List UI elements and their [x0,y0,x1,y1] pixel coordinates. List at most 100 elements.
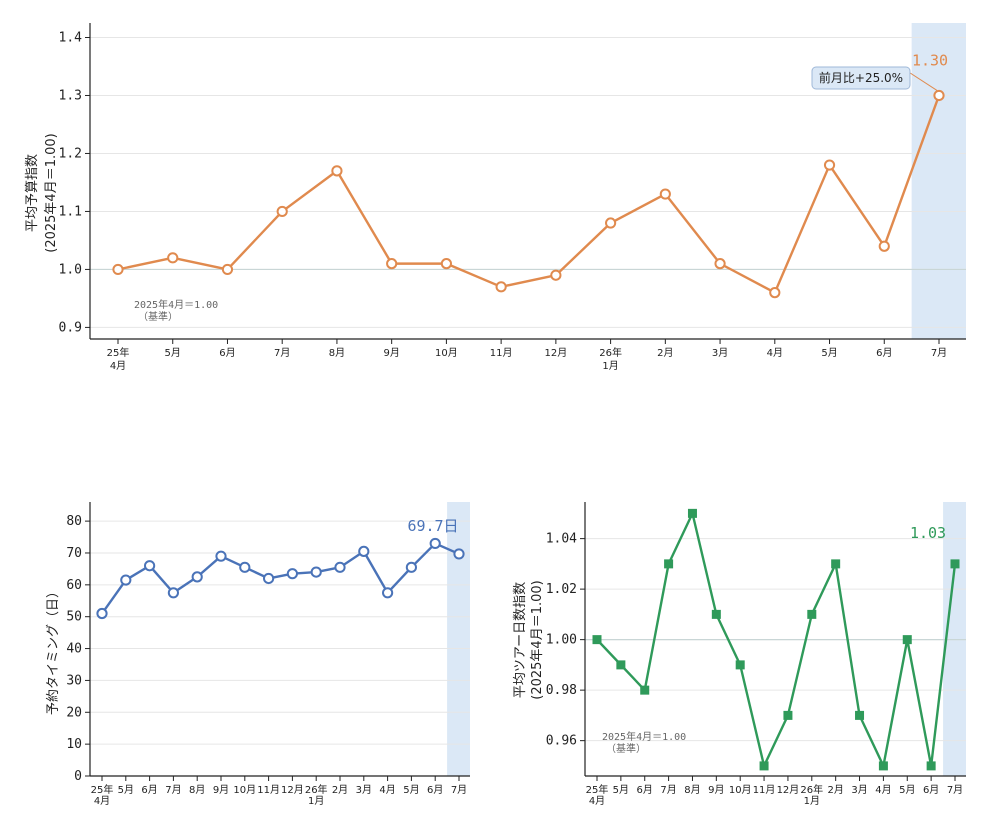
y-tick-label: 40 [66,642,82,657]
data-point [386,258,398,270]
data-point [331,165,343,177]
y-tick-label: 0.96 [546,734,577,749]
data-point [239,561,251,573]
data-point [926,761,936,771]
data-point [191,571,203,583]
data-point [769,287,781,299]
x-tick-label: 5月 [165,347,181,359]
x-tick-label: 5月 [403,784,419,796]
y-tick-label: 1.1 [59,204,82,219]
x-tick-label: 4月 [875,784,891,796]
x-tick-label: 25年 [91,783,114,796]
data-point [592,635,602,645]
data-point [878,761,888,771]
x-tick-label: 4月 [767,347,783,359]
x-tick-label: 2月 [657,347,673,359]
y-tick-label: 1.4 [59,30,83,45]
x-tick-label: 3月 [851,784,867,796]
data-point [405,561,417,573]
x-tick-label: 6月 [427,784,443,796]
data-point [221,263,234,276]
y-tick-label: 20 [66,705,82,720]
data-point [429,537,441,550]
x-tick-label: 26年 [305,783,328,796]
data-point [167,587,179,599]
data-point [616,660,626,670]
data-point [640,685,650,695]
data-point [96,607,108,620]
y-tick-label: 1.00 [546,633,577,648]
x-tick-label: 12月 [777,784,800,796]
last-value-label: 69.7日 [407,517,458,535]
x-tick-label: 25年 [586,783,609,796]
data-point [783,710,793,720]
x-tick-label: 5月 [821,347,837,359]
data-point [120,574,132,586]
x-tick-label: 26年 [599,346,622,359]
data-point [605,217,617,229]
data-point [550,269,562,281]
highlight-band [943,502,966,776]
data-point [440,258,452,270]
y-tick-label: 1.02 [546,582,577,597]
x-tick-label: 6月 [637,784,653,796]
x-tick-label: 7月 [660,784,676,796]
data-point [831,559,841,569]
x-tick-label: 2月 [332,784,348,796]
x-tick-label: 12月 [281,784,304,796]
baseline-note: （基準） [138,310,178,323]
data-point [933,89,945,102]
x-tick-label: 4月 [94,795,110,807]
x-tick-label: 1月 [602,360,618,372]
x-tick-label: 7月 [451,784,467,796]
data-point [759,761,769,771]
data-point [687,508,697,518]
y-tick-label: 0.9 [59,320,82,335]
data-point [495,281,507,293]
x-tick-label: 10月 [233,784,256,796]
data-point [334,561,346,573]
y-tick-label: 30 [66,673,82,688]
y-axis-label: (2025年4月＝1.00) [530,580,545,699]
x-tick-label: 2月 [827,784,843,796]
x-tick-label: 9月 [383,347,399,359]
y-tick-label: 1.04 [546,532,577,547]
highlight-band [911,23,966,339]
x-tick-label: 7月 [165,784,181,796]
y-tick-label: 1.2 [59,146,82,161]
last-value-label: 1.30 [912,51,948,69]
y-tick-label: 10 [66,737,82,752]
baseline-note: 2025年4月＝1.00 [602,730,686,743]
data-point [112,263,124,276]
callout-box [811,66,911,90]
last-value-label: 1.03 [910,524,946,542]
data-point [659,188,671,200]
x-tick-label: 7月 [274,347,290,359]
data-point [711,609,721,619]
data-point [878,240,890,252]
x-tick-label: 8月 [329,347,345,359]
x-tick-label: 3月 [712,347,728,359]
data-point [950,559,960,569]
y-tick-label: 1.0 [59,262,82,277]
y-tick-label: 0 [74,769,82,784]
highlight-band [447,502,470,776]
data-point [263,572,275,585]
data-point [310,566,322,578]
data-point [823,159,836,171]
data-point [286,568,298,580]
x-tick-label: 6月 [923,784,939,796]
x-tick-label: 11月 [753,784,776,796]
x-tick-label: 1月 [804,795,820,807]
baseline-note: （基準） [606,742,646,755]
x-tick-label: 4月 [589,795,605,807]
y-tick-label: 0.98 [546,683,577,698]
data-point [382,587,394,599]
x-tick-label: 6月 [876,347,892,359]
y-tick-label: 1.3 [59,88,82,103]
y-tick-label: 50 [66,610,82,625]
series-line [117,95,941,294]
x-tick-label: 9月 [708,784,724,796]
